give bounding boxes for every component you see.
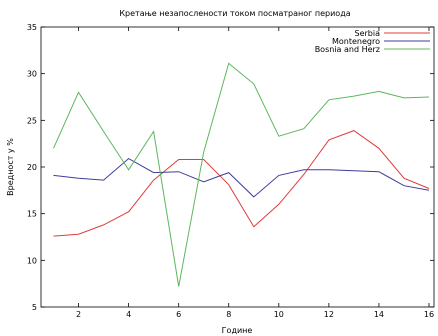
x-tick-label: 14 bbox=[374, 310, 384, 319]
y-tick-label: 5 bbox=[32, 303, 37, 312]
x-tick-label: 8 bbox=[226, 310, 231, 319]
y-axis-label: Вредност у % bbox=[6, 138, 15, 196]
y-tick-label: 15 bbox=[27, 210, 37, 219]
series-layer bbox=[53, 62, 430, 287]
ticks-layer: 2 4 6 8 10 12 14 16 5 10 15 20 25 30 35 bbox=[27, 23, 434, 319]
x-tick-label: 4 bbox=[126, 310, 131, 319]
y-tick-label: 20 bbox=[27, 163, 37, 172]
legend-label-3: Bosnia and Herz bbox=[315, 45, 380, 54]
x-tick-label: 2 bbox=[76, 310, 81, 319]
y-tick-label: 30 bbox=[27, 70, 37, 79]
series-line-3 bbox=[53, 62, 430, 287]
y-tick-label: 25 bbox=[27, 116, 37, 125]
series-line-1 bbox=[53, 130, 430, 237]
x-tick-label: 12 bbox=[324, 310, 334, 319]
y-tick-label: 35 bbox=[27, 23, 37, 32]
y-tick-label: 10 bbox=[27, 256, 37, 265]
plot-frame bbox=[40, 26, 435, 308]
chart-title: Кретање незапослености током посматраног… bbox=[119, 9, 350, 18]
x-tick-label: 6 bbox=[176, 310, 181, 319]
series-line-2 bbox=[53, 157, 430, 198]
x-tick-label: 10 bbox=[274, 310, 284, 319]
x-axis-label: Године bbox=[222, 326, 253, 335]
x-tick-label: 16 bbox=[424, 310, 434, 319]
legend-label-1: Serbia bbox=[355, 29, 381, 38]
legend-label-2: Montenegro bbox=[332, 37, 380, 46]
